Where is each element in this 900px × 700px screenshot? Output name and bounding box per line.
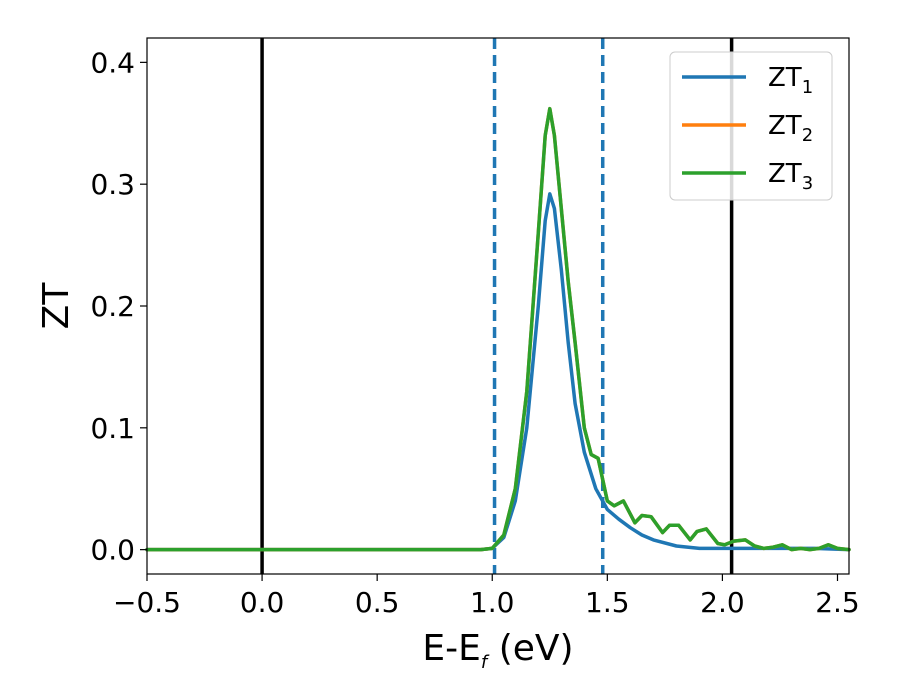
legend-label-main: ZT bbox=[768, 111, 802, 141]
legend-label-subscript: 1 bbox=[802, 77, 813, 98]
x-axis: −0.5 0.0 0.5 1.0 1.5 2.0 2.5 bbox=[113, 574, 860, 619]
legend-label-zt3: ZT3 bbox=[768, 159, 813, 194]
y-tick-label: 0.2 bbox=[90, 290, 135, 323]
x-tick-label: 2.0 bbox=[700, 586, 745, 619]
x-axis-title-subscript: f bbox=[481, 652, 490, 673]
legend-label-subscript: 2 bbox=[802, 125, 813, 146]
y-axis: 0.0 0.1 0.2 0.3 0.4 bbox=[90, 46, 147, 567]
legend-label-zt2: ZT2 bbox=[768, 111, 813, 146]
legend-label-main: ZT bbox=[768, 63, 802, 93]
x-tick-label: 2.5 bbox=[815, 586, 860, 619]
legend-label-main: ZT bbox=[768, 159, 802, 189]
y-tick-label: 0.1 bbox=[90, 412, 135, 445]
x-tick-label: −0.5 bbox=[113, 586, 181, 619]
legend-label-subscript: 3 bbox=[802, 173, 813, 194]
x-axis-title-suffix: (eV) bbox=[487, 628, 573, 669]
x-axis-title: E-Ef (eV) bbox=[422, 628, 573, 673]
y-axis-title: ZT bbox=[36, 282, 77, 330]
series-line-zt3 bbox=[145, 106, 851, 552]
series-layer bbox=[145, 106, 851, 552]
x-tick-label: 0.0 bbox=[240, 586, 285, 619]
legend-box bbox=[669, 51, 833, 201]
x-tick-label: 1.5 bbox=[585, 586, 630, 619]
legend-label-zt1: ZT1 bbox=[768, 63, 813, 98]
x-axis-title-main: E-E bbox=[422, 628, 480, 669]
y-tick-label: 0.4 bbox=[90, 46, 135, 79]
series-line-zt1 bbox=[145, 192, 851, 552]
y-tick-label: 0.3 bbox=[90, 168, 135, 201]
x-tick-label: 0.5 bbox=[355, 586, 400, 619]
x-tick-label: 1.0 bbox=[470, 586, 515, 619]
y-tick-label: 0.0 bbox=[90, 534, 135, 567]
